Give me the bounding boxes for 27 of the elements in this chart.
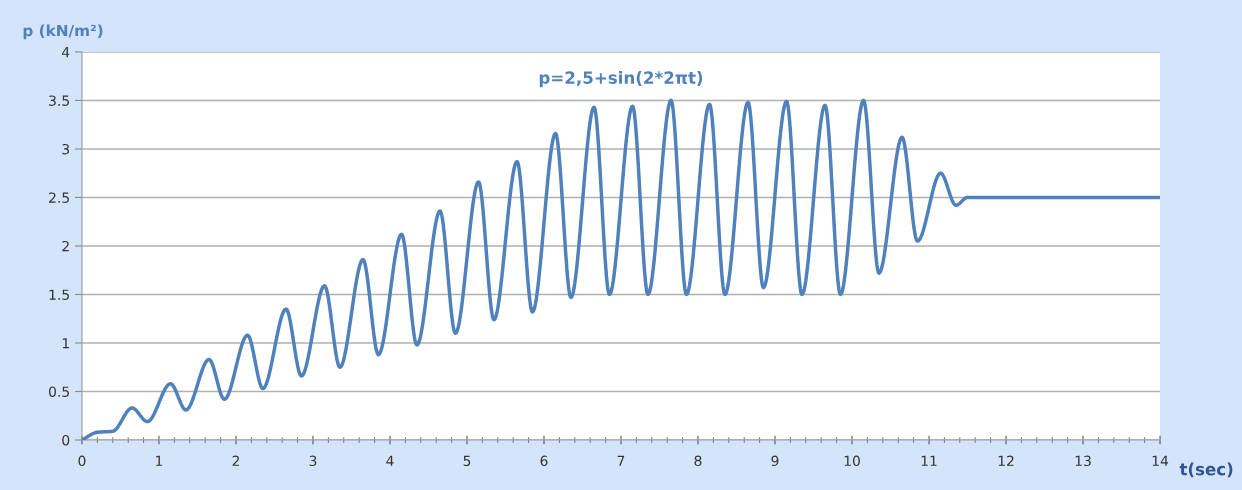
y-tick-label: 2 [62,240,69,252]
x-tick-label: 4 [386,455,394,466]
x-tick-label: 8 [694,455,702,467]
y-tick-label: 1.5 [49,289,69,300]
x-tick-label: 13 [1075,455,1091,467]
x-axis-title: t(sec) [1179,462,1233,478]
y-tick-label: 0.5 [48,386,69,397]
y-tick-label: 3.5 [49,95,69,106]
x-tick-label: 1 [156,455,163,466]
y-tick-label: 4 [62,47,70,58]
y-tick-label: 1 [62,338,69,349]
x-tick-label: 0 [78,455,86,467]
x-tick-label: 14 [1152,455,1169,466]
y-tick-label: 3 [62,143,70,155]
x-tick-label: 9 [771,455,779,467]
x-tick-label: 5 [463,455,471,467]
y-axis-title: p (kN/m²) [23,24,103,40]
annotation: p=2,5+sin(2*2πt) [539,71,703,88]
x-tick-label: 12 [998,455,1014,466]
x-tick-label: 6 [540,455,548,467]
x-tick-label: 3 [309,455,317,467]
x-tick-label: 11 [921,455,937,466]
x-tick-label: 7 [617,455,625,466]
x-tick-label: 2 [232,455,240,466]
y-tick-label: 0 [62,434,70,446]
y-tick-label: 2.5 [49,192,69,203]
x-tick-label: 10 [844,455,860,467]
